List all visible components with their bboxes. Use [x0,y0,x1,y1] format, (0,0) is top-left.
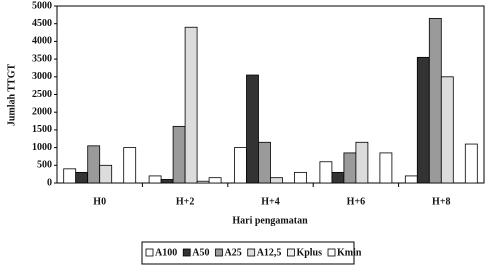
y-axis-label: Jumlah TTGT [6,64,17,127]
legend-label: A12,5 [257,247,282,258]
legend-swatch [287,248,295,257]
legend-swatch [215,248,223,257]
legend-label: Kmin [337,247,362,258]
bar [172,125,186,184]
x-tick-label: H+8 [432,196,450,207]
bar [379,152,393,184]
x-axis-label: Hari pengamatan [232,215,308,226]
y-tick-label: 3500 [32,53,52,64]
y-tick-label: 2000 [32,106,52,117]
legend-swatch [182,248,191,257]
bar [404,175,418,184]
bar [123,147,137,184]
y-tick-label: 1500 [32,124,52,135]
legend-box [141,241,355,265]
bar [208,177,222,184]
bar [99,164,113,184]
y-tick-label: 1000 [32,142,52,153]
y-tick-label: 500 [37,160,52,171]
bar [196,180,210,184]
bar [294,171,307,184]
bar [258,141,271,184]
bar [234,147,247,184]
legend-swatch [247,248,256,257]
legend-swatch [145,248,154,257]
y-tick-label: 4000 [32,36,52,47]
bar [270,177,283,184]
x-tick-label: H0 [93,196,106,207]
y-tick-label: 5000 [32,0,52,11]
legend-label: A25 [224,247,241,258]
x-tick-label: H+4 [261,196,279,207]
bar [87,145,101,184]
legend-label: A100 [155,247,177,258]
bar [148,175,162,184]
bar [160,179,174,184]
legend-label: Kplus [296,247,322,258]
y-tick-label: 2500 [32,89,52,100]
bar [416,56,430,184]
bar [440,76,454,184]
bar [319,161,333,184]
bar [428,17,442,184]
bar [184,26,198,184]
bar [343,152,357,184]
legend-swatch [327,248,336,257]
bar [355,141,369,184]
y-tick-label: 4500 [32,18,52,29]
bar [331,171,345,184]
legend-label: A50 [192,247,209,258]
bar [75,171,89,184]
bar [246,74,259,184]
bar [63,168,77,184]
x-tick-label: H+2 [176,196,194,207]
bar [464,143,478,184]
y-tick-label: 0 [47,177,52,188]
x-tick-label: H+6 [347,196,365,207]
y-tick-label: 3000 [32,71,52,82]
